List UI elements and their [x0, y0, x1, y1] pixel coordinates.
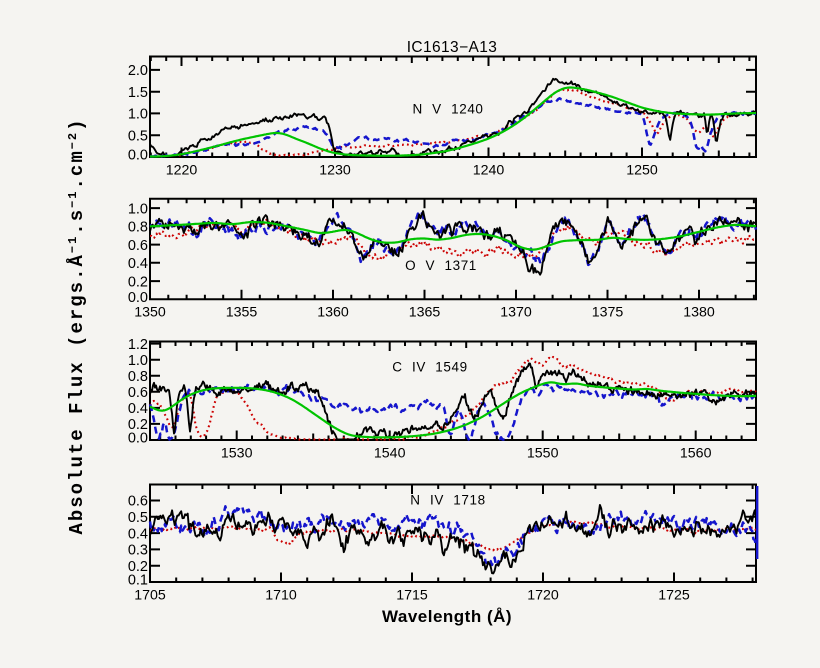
- svg-text:0.2: 0.2: [128, 417, 148, 433]
- svg-text:Absolute Flux (ergs.Å−1.s−1.cm: Absolute Flux (ergs.Å−1.s−1.cm−2): [66, 117, 88, 534]
- svg-text:1380: 1380: [683, 305, 715, 321]
- svg-text:0.4: 0.4: [128, 401, 148, 417]
- svg-text:1240: 1240: [473, 162, 505, 178]
- svg-text:0.5: 0.5: [128, 128, 148, 144]
- svg-text:N V 1240: N V 1240: [412, 102, 483, 117]
- svg-text:1250: 1250: [626, 162, 658, 178]
- svg-text:0.4: 0.4: [128, 256, 148, 272]
- svg-text:1220: 1220: [166, 162, 198, 178]
- svg-text:1560: 1560: [680, 445, 712, 461]
- svg-text:1350: 1350: [134, 305, 166, 321]
- svg-text:0.6: 0.6: [128, 494, 148, 510]
- svg-text:1.0: 1.0: [128, 353, 148, 369]
- svg-text:0.8: 0.8: [128, 220, 148, 236]
- svg-text:1550: 1550: [527, 445, 559, 461]
- svg-text:1720: 1720: [527, 587, 559, 603]
- svg-text:1715: 1715: [396, 587, 428, 603]
- svg-text:Wavelength (Å): Wavelength (Å): [382, 607, 512, 626]
- svg-text:1230: 1230: [319, 162, 351, 178]
- svg-text:0.8: 0.8: [128, 369, 148, 385]
- svg-text:0.2: 0.2: [128, 559, 148, 575]
- svg-text:1710: 1710: [265, 587, 297, 603]
- svg-text:1.5: 1.5: [128, 85, 148, 101]
- svg-text:0.3: 0.3: [128, 543, 148, 559]
- svg-text:1355: 1355: [226, 305, 258, 321]
- svg-text:0.0: 0.0: [128, 148, 148, 164]
- svg-text:1360: 1360: [317, 305, 349, 321]
- svg-text:1725: 1725: [658, 587, 690, 603]
- svg-text:2.0: 2.0: [128, 63, 148, 79]
- svg-text:1530: 1530: [221, 445, 253, 461]
- svg-text:C IV 1549: C IV 1549: [392, 360, 467, 375]
- svg-text:1375: 1375: [592, 305, 624, 321]
- svg-text:0.0: 0.0: [128, 290, 148, 306]
- svg-text:0.6: 0.6: [128, 385, 148, 401]
- svg-text:1370: 1370: [500, 305, 532, 321]
- svg-text:O V 1371: O V 1371: [405, 258, 477, 273]
- svg-text:1.2: 1.2: [128, 337, 148, 353]
- svg-text:IC1613−A13: IC1613−A13: [407, 39, 498, 56]
- svg-text:1365: 1365: [409, 305, 441, 321]
- svg-text:0.5: 0.5: [128, 510, 148, 526]
- svg-text:0.4: 0.4: [128, 526, 148, 542]
- svg-text:1.0: 1.0: [128, 201, 148, 217]
- svg-text:0.6: 0.6: [128, 238, 148, 254]
- svg-text:0.2: 0.2: [128, 274, 148, 290]
- svg-text:0.1: 0.1: [128, 573, 148, 589]
- svg-text:1.0: 1.0: [128, 107, 148, 123]
- svg-text:0.0: 0.0: [128, 431, 148, 447]
- svg-text:N IV 1718: N IV 1718: [410, 493, 485, 508]
- svg-text:1705: 1705: [134, 587, 166, 603]
- svg-text:1540: 1540: [374, 445, 406, 461]
